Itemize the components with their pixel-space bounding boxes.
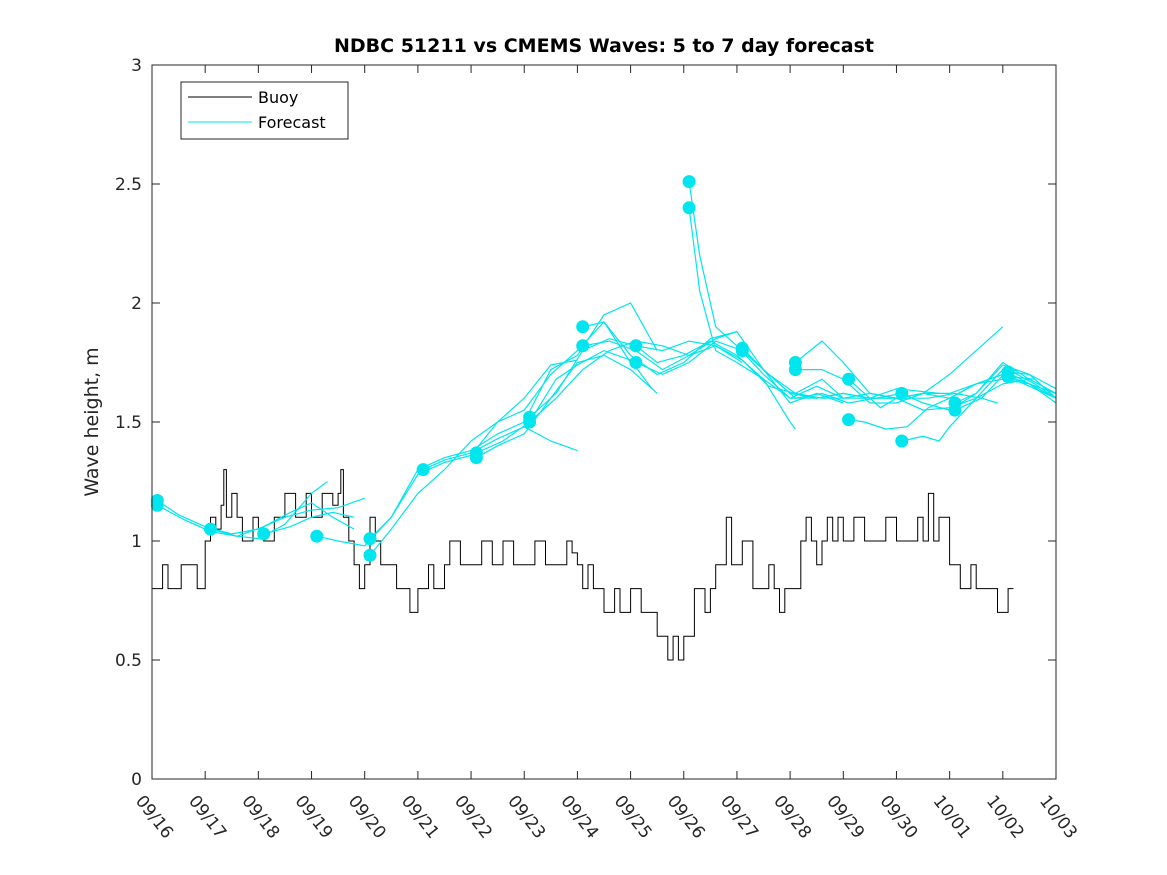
forecast-series-line-13 (582, 340, 844, 399)
forecast-start-marker-27 (948, 403, 962, 417)
y-axis-label: Wave height, m (81, 347, 103, 496)
y-tick-label: 3 (131, 56, 142, 76)
forecast-series-line-19 (741, 350, 998, 404)
y-tick-label: 1 (131, 532, 142, 552)
forecast-start-marker-29 (1001, 370, 1015, 384)
legend: Buoy Forecast (180, 81, 349, 140)
legend-buoy-label: Buoy (258, 88, 298, 107)
forecast-series-line-17 (688, 207, 796, 430)
y-tick-label: 2 (131, 294, 142, 314)
plot-frame (151, 64, 1057, 780)
y-tick-label: 0.5 (115, 651, 142, 671)
forecast-series-line-6 (369, 302, 658, 540)
series-layer (150, 175, 1057, 661)
forecast-start-marker-4 (310, 529, 324, 543)
forecast-start-marker-5 (363, 548, 377, 562)
forecast-series-line-22 (848, 378, 1057, 411)
forecast-series-line-25 (901, 368, 1057, 442)
forecast-start-marker-17 (682, 201, 696, 215)
forecast-start-marker-24 (895, 386, 909, 400)
forecast-start-marker-11 (523, 410, 537, 424)
forecast-start-marker-21 (788, 363, 802, 377)
forecast-series-line-4 (316, 359, 578, 547)
legend-box (180, 81, 349, 140)
forecast-start-marker-13 (576, 339, 590, 353)
forecast-series-line-23 (848, 373, 1057, 430)
forecast-series-line-1 (157, 502, 355, 537)
y-tick-label: 1.5 (115, 413, 142, 433)
chart-title: NDBC 51211 vs CMEMS Waves: 5 to 7 day fo… (334, 35, 874, 57)
forecast-start-marker-9 (469, 446, 483, 460)
forecast-start-marker-25 (895, 434, 909, 448)
forecast-series-line-12 (582, 321, 844, 404)
forecast-start-marker-19 (735, 344, 749, 358)
forecast-start-marker-12 (576, 320, 590, 334)
buoy-series-line (152, 469, 1014, 661)
forecast-start-marker-6 (363, 532, 377, 546)
plot-area (152, 65, 1056, 779)
forecast-start-marker-15 (629, 356, 643, 369)
forecast-start-marker-7 (416, 463, 430, 477)
forecast-start-marker-1 (150, 498, 164, 512)
forecast-start-marker-2 (204, 522, 217, 536)
forecast-start-marker-14 (629, 339, 643, 353)
forecast-series-line-3 (263, 511, 355, 535)
forecast-start-marker-22 (842, 372, 856, 386)
forecast-start-marker-3 (257, 527, 271, 541)
legend-forecast-label: Forecast (258, 113, 326, 132)
y-tick-label: 2.5 (115, 175, 142, 195)
forecast-series-line-29 (1008, 376, 1057, 399)
forecast-series-line-7 (422, 426, 578, 471)
forecast-start-marker-16 (682, 175, 696, 189)
y-tick-label: 0 (131, 770, 142, 790)
forecast-start-marker-23 (842, 413, 856, 427)
forecast-series-line-26 (954, 361, 1057, 404)
forecast-series-line-28 (1008, 371, 1057, 390)
forecast-series-line-9 (476, 349, 653, 454)
